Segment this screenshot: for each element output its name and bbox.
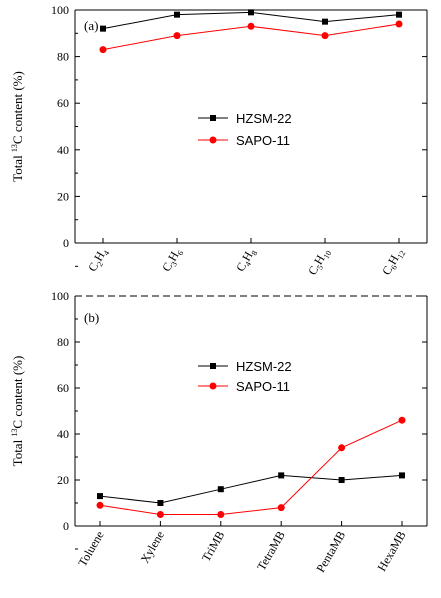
y-tick-label: 60: [57, 381, 69, 395]
series-line-hzsm-22: [99, 474, 403, 504]
data-point: [173, 32, 181, 40]
data-point: [247, 22, 255, 30]
data-point: [338, 477, 345, 483]
legend-label: HZSM-22: [236, 359, 292, 374]
y-tick-label: 100: [51, 289, 69, 303]
legend-label: HZSM-22: [236, 111, 292, 126]
legend-marker: [210, 363, 216, 369]
y-tick-label: 100: [51, 3, 69, 17]
data-point: [100, 25, 106, 32]
y-tick-label: 0: [63, 519, 69, 533]
y-tick-label: 20: [57, 473, 69, 487]
x-tick-label: C3H6: [159, 246, 185, 275]
series-line-sapo-11: [99, 419, 403, 515]
legend-marker: [209, 136, 217, 144]
legend-label: SAPO-11: [236, 133, 290, 148]
x-tick-label: C2H4: [85, 246, 111, 275]
legend-label: SAPO-11: [236, 379, 290, 394]
x-tick-label: PentaMB: [313, 529, 348, 575]
x-tick-label: C5H10: [305, 246, 333, 279]
data-point: [217, 511, 225, 518]
chart-panel-b: 0 20 40 60 80 100 Toluene Xylene TriMB TetraMB Pen…: [10, 289, 428, 575]
data-point: [217, 486, 224, 493]
data-point: [96, 501, 104, 509]
data-point: [277, 504, 285, 512]
y-tick-label: 40: [57, 427, 69, 441]
y-tick-label: 60: [57, 96, 69, 110]
y-tick-label: 80: [57, 335, 69, 349]
data-point: [399, 472, 405, 479]
x-tick-label: Toluene: [75, 529, 106, 569]
x-tick-label: C6H12: [379, 246, 407, 279]
data-point: [174, 11, 180, 18]
y-tick-label: 20: [57, 189, 69, 203]
y-tick-label: 40: [57, 143, 69, 157]
data-point: [396, 11, 402, 18]
panel-label: (a): [84, 18, 98, 33]
data-point: [156, 511, 164, 518]
y-axis-title: Total 13C content (%): [10, 356, 25, 467]
chart-panel-a: 0 20 40 60 80 100 C2H4 C3H6 C4H8 C5H10 C6H12 Total …: [10, 3, 428, 279]
x-tick-label: TriMB: [199, 529, 228, 565]
data-point: [97, 493, 103, 500]
x-tick-label: Xylene: [138, 529, 167, 566]
panel-label: (b): [84, 310, 99, 325]
data-point: [398, 416, 406, 424]
data-point: [248, 9, 254, 16]
data-point: [322, 18, 328, 25]
legend-marker: [210, 115, 216, 121]
data-point: [338, 444, 346, 452]
data-point: [157, 500, 164, 506]
y-tick-label: 0: [63, 236, 69, 250]
data-point: [321, 32, 329, 40]
x-tick-label: TetraMB: [254, 529, 288, 573]
legend-marker: [209, 382, 217, 390]
y-tick-label: 80: [57, 50, 69, 64]
x-tick-label: HexaMB: [374, 529, 408, 574]
y-axis-title: Total 13C content (%): [10, 71, 25, 182]
data-point: [395, 20, 403, 28]
data-point: [99, 46, 107, 54]
data-point: [278, 472, 285, 479]
x-tick-label: C4H8: [233, 246, 259, 275]
